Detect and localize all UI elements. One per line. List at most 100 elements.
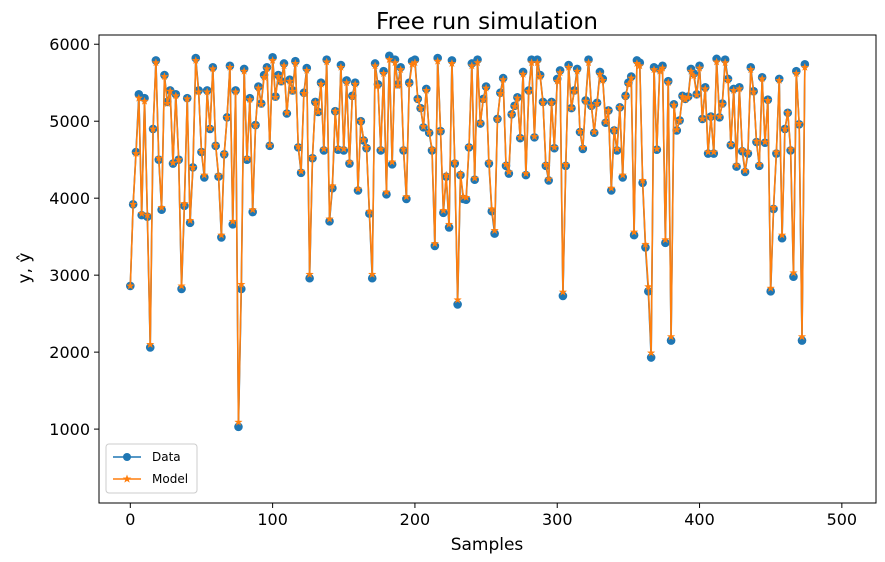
data-point-model (291, 59, 300, 67)
data-point-model (237, 280, 246, 288)
data-point-model (709, 147, 718, 156)
data-point-data (797, 336, 807, 345)
data-point-model (268, 56, 277, 64)
data-point-model (382, 187, 391, 196)
data-point-model (126, 281, 135, 290)
y-tick-label: 2000 (49, 343, 90, 362)
data-point-model (151, 58, 161, 67)
data-point-model (740, 166, 750, 174)
data-point-model (242, 153, 252, 162)
data-point-model (666, 332, 676, 341)
data-point-model (610, 125, 619, 134)
data-point-model (234, 417, 243, 426)
data-point-model (188, 163, 198, 171)
data-point-model (444, 220, 454, 228)
data-point-model (430, 239, 439, 248)
plot-frame (98, 34, 877, 504)
data-point-model (627, 73, 636, 82)
y-tick-label: 5000 (49, 112, 90, 131)
data-point-model (353, 184, 363, 193)
data-point-model (370, 61, 380, 70)
data-point-model (376, 144, 385, 153)
data-point-model (692, 90, 701, 99)
data-point-model (331, 106, 340, 115)
data-point-model (308, 153, 317, 161)
data-point-model (780, 124, 790, 133)
data-point-model (137, 209, 146, 218)
data-point-model (598, 76, 607, 84)
data-point-model (479, 95, 488, 104)
data-point-model (171, 91, 180, 100)
data-point-model (277, 77, 286, 86)
data-point-model (527, 58, 536, 67)
data-point-data (558, 291, 568, 301)
data-point-data (832, 0, 841, 4)
data-point-model (442, 170, 451, 179)
data-point-model (755, 160, 764, 168)
data-point-model (160, 72, 169, 81)
data-point-model (513, 93, 522, 102)
data-point-model (257, 99, 266, 108)
data-point-model (510, 102, 519, 111)
data-point-model (490, 226, 499, 234)
data-point-model (453, 295, 462, 304)
data-point-model (763, 96, 772, 104)
data-point-model (154, 153, 163, 162)
data-point-model (760, 137, 770, 146)
data-point-model (470, 173, 479, 182)
data-point-model (285, 76, 294, 85)
data-point-model (265, 140, 274, 149)
data-point-model (732, 160, 741, 169)
data-point-model (493, 114, 502, 123)
data-point-model (635, 61, 644, 70)
y-tick-label: 1000 (49, 420, 90, 439)
data-point-model (792, 69, 801, 77)
data-point-model (499, 75, 508, 84)
data-point-model (530, 132, 539, 141)
data-point-model (487, 204, 496, 213)
data-point-model (288, 86, 297, 95)
data-point-data (809, 0, 818, 4)
data-point-model (362, 143, 371, 151)
x-axis: 0 100 200 300 400 500 (125, 503, 857, 529)
data-point-data (835, 0, 844, 4)
data-point-model (365, 206, 374, 215)
data-point-model (590, 127, 599, 136)
x-axis-title: Samples (451, 535, 524, 555)
data-point-model (681, 95, 690, 104)
data-point-model (200, 170, 209, 179)
data-point-model (701, 84, 710, 93)
data-point-model (675, 116, 684, 124)
data-point-data (661, 238, 670, 248)
data-point-model (351, 79, 360, 88)
data-point-model (279, 61, 289, 70)
data-point-model (538, 98, 548, 107)
data-point-model (516, 133, 525, 141)
data-point-model (399, 144, 408, 153)
data-point-model (621, 92, 630, 101)
data-point-model (410, 58, 420, 67)
data-point-model (177, 281, 186, 290)
data-point-model (456, 169, 465, 178)
data-point-model (385, 55, 394, 64)
data-point-model (758, 74, 767, 83)
data-point-model (447, 59, 457, 67)
data-point-data (177, 284, 186, 294)
data-point-model (624, 79, 633, 88)
data-point-model (436, 126, 445, 134)
data-point-model (299, 89, 309, 97)
data-point-model (575, 126, 585, 135)
data-point-model (333, 143, 343, 152)
data-point-model (467, 61, 476, 70)
data-point-model (220, 149, 229, 158)
data-point-model (425, 127, 434, 136)
data-point-model (197, 146, 206, 155)
data-point-model (393, 81, 402, 90)
data-point-model (163, 99, 172, 107)
data-point-model (205, 123, 215, 132)
data-point-model (217, 230, 226, 239)
data-point-model (311, 98, 320, 107)
data-point-model (305, 270, 314, 278)
series-line-model (129, 58, 806, 423)
data-point-model (248, 205, 257, 214)
